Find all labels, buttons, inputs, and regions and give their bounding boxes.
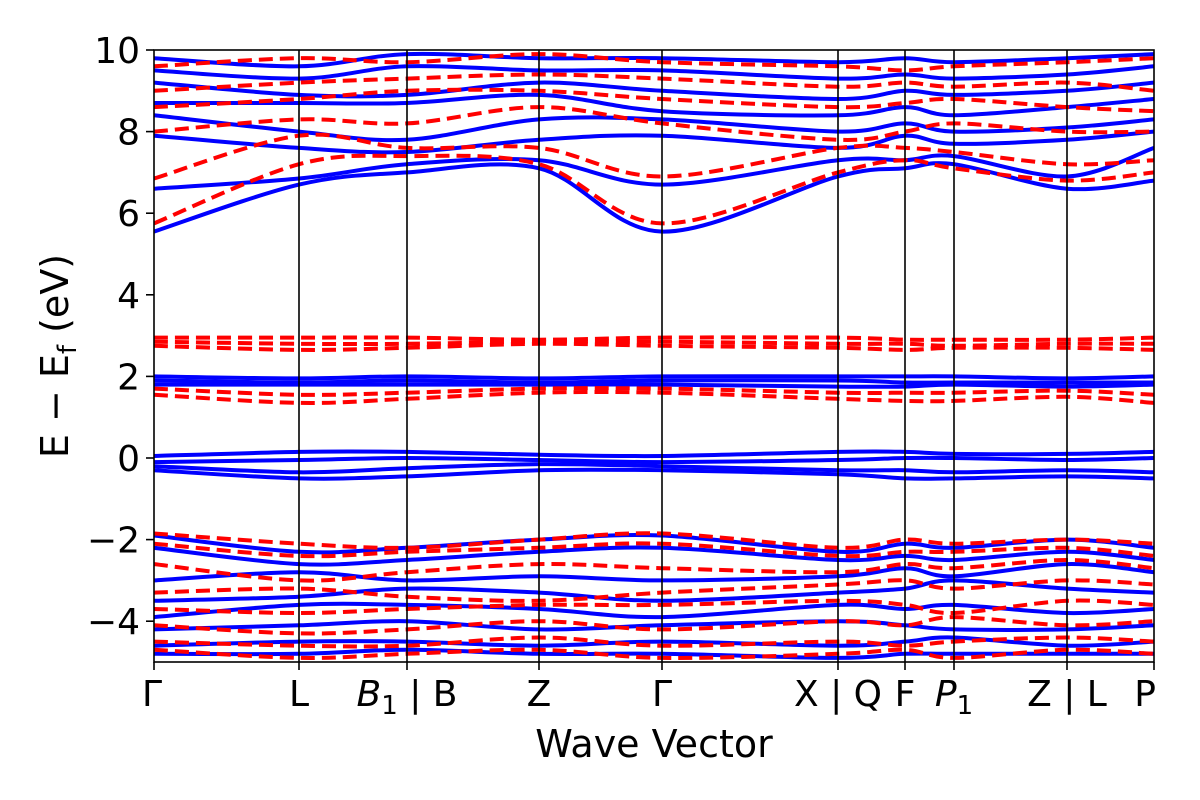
dashed-band-33 <box>154 389 1154 406</box>
x-tick-label-4: Γ <box>652 674 672 715</box>
solid-band-15 <box>154 532 1154 555</box>
dashed-band-23 <box>154 153 1154 226</box>
solid-band-13 <box>154 462 1154 475</box>
solid-band-20 <box>154 619 1154 632</box>
x-tick-label-5: X | Q <box>794 674 882 715</box>
kpoint-lines <box>298 50 1068 662</box>
y-tick-label: 6 <box>117 194 140 235</box>
dashed-band-30 <box>154 339 1154 348</box>
y-axis-title-sub: f <box>53 344 83 354</box>
dashed-band-24 <box>154 132 1154 181</box>
y-tick-label: 4 <box>117 276 140 317</box>
solid-band-17 <box>154 562 1154 583</box>
x-tick-label-tail: | B <box>398 674 458 715</box>
dashed-band-25 <box>154 105 1154 142</box>
solid-band-4 <box>154 92 1154 118</box>
x-tick-label-8: Z | L <box>1027 674 1107 715</box>
solid-band-12 <box>154 455 1154 465</box>
dashed-band-32 <box>154 386 1154 397</box>
x-tick-label-9: P <box>1134 674 1156 715</box>
solid-band-6 <box>154 64 1154 81</box>
y-tick-label: 8 <box>117 113 140 154</box>
dashed-band-41 <box>154 647 1154 660</box>
x-tick-label-main: P <box>935 674 957 715</box>
dashed-band-36 <box>154 558 1154 583</box>
band-lines <box>154 51 1154 660</box>
dashed-band-35 <box>154 541 1154 559</box>
solid-band-2 <box>154 129 1154 155</box>
solid-band-14 <box>154 467 1154 481</box>
dashed-band-27 <box>154 72 1154 93</box>
solid-band-8 <box>154 374 1154 381</box>
dashed-band-34 <box>154 531 1154 550</box>
y-tick-label: 2 <box>117 357 140 398</box>
solid-band-0 <box>154 161 1154 234</box>
dashed-band-26 <box>154 87 1154 114</box>
y-axis-title-unit: (eV) <box>33 254 77 345</box>
x-tick-label-main: B <box>357 674 382 715</box>
dashed-band-29 <box>154 335 1154 342</box>
x-tick-label-7: P1 <box>935 674 973 721</box>
dashed-band-37 <box>154 578 1154 603</box>
solid-band-5 <box>154 80 1154 101</box>
solid-band-7 <box>154 51 1154 69</box>
solid-band-10 <box>154 382 1154 389</box>
x-tick-label-2: B1 | B <box>357 674 458 721</box>
x-tick-label-6: F <box>895 674 916 715</box>
x-tick-label-0: Γ <box>142 674 162 715</box>
plot-frame <box>153 49 1155 663</box>
y-tick-label: −2 <box>87 521 140 562</box>
y-tick-label: 0 <box>117 439 140 480</box>
solid-band-16 <box>154 545 1154 567</box>
solid-band-1 <box>154 146 1154 191</box>
x-tick-label-sub: 1 <box>957 691 974 721</box>
y-tick-label: 10 <box>94 31 140 72</box>
x-tick-label-sub: 1 <box>381 691 398 721</box>
x-tick-label-1: L <box>289 674 309 715</box>
x-tick-label-3: Z <box>527 674 552 715</box>
y-axis-title: E − Ef (eV) <box>33 254 83 458</box>
dashed-band-28 <box>154 52 1154 73</box>
dashed-band-31 <box>154 341 1154 352</box>
y-axis-ticks: −4 −2 0 2 4 6 8 10 <box>87 31 154 643</box>
solid-band-18 <box>154 578 1154 603</box>
dashed-band-40 <box>154 635 1154 649</box>
solid-band-9 <box>154 378 1154 385</box>
y-tick-label: −4 <box>87 602 140 643</box>
y-axis-title-main: E − E <box>33 354 77 458</box>
dashed-band-39 <box>154 615 1154 636</box>
solid-band-11 <box>154 449 1154 459</box>
x-axis-title: Wave Vector <box>535 722 773 766</box>
dashed-band-38 <box>154 598 1154 616</box>
